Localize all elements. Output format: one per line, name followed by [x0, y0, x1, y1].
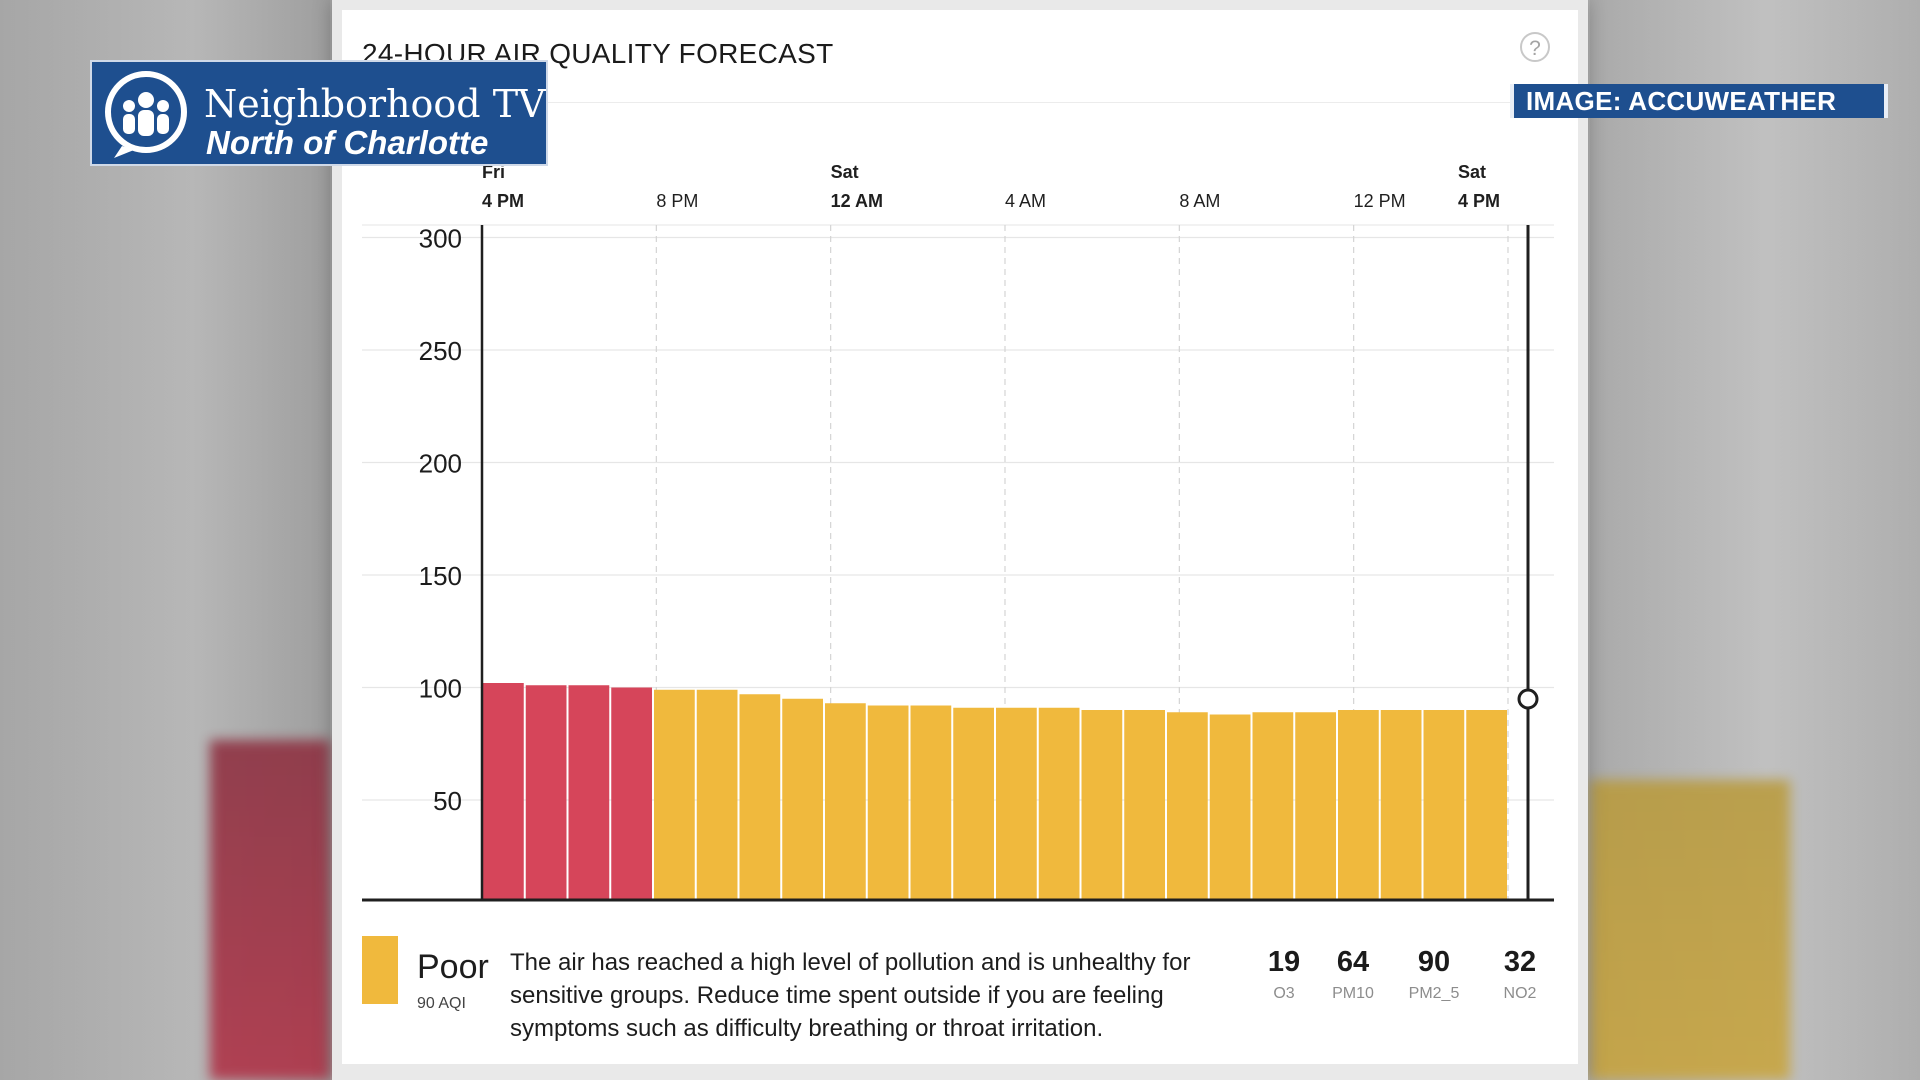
station-logo: Neighborhood TV North of Charlotte: [90, 60, 548, 166]
x-tick-time: 4 PM: [482, 191, 524, 211]
aqi-bar: [910, 705, 952, 900]
y-tick-label: 50: [433, 786, 462, 816]
x-tick-time: 12 PM: [1354, 191, 1406, 211]
aqi-bar: [1124, 710, 1165, 900]
background-blur-yellow: [1590, 780, 1790, 1080]
aqi-bar: [525, 685, 567, 900]
pollutant-name: O3: [1273, 985, 1295, 1002]
aqi-bar: [825, 703, 866, 900]
aqi-bar: [1081, 710, 1123, 900]
aqi-bar: [1038, 707, 1080, 900]
x-tick-time: 8 AM: [1179, 191, 1220, 211]
x-tick-time: 12 AM: [831, 191, 883, 211]
image-credit-text: IMAGE: ACCUWEATHER: [1526, 86, 1837, 116]
x-tick-day: Sat: [1458, 162, 1486, 182]
image-credit: IMAGE: ACCUWEATHER: [1510, 84, 1888, 118]
x-tick-time: 4 PM: [1458, 191, 1500, 211]
aqi-bar: [1295, 712, 1336, 900]
aqi-bar: [782, 698, 823, 900]
pollutant-pm10: 64 PM10: [1323, 946, 1383, 1003]
y-tick-label: 200: [419, 449, 462, 479]
y-tick-label: 250: [419, 336, 462, 366]
y-axis-ticks: 50 100 150 200 250 300: [419, 224, 462, 817]
pollutant-value: 64: [1336, 946, 1370, 978]
aqi-bar: [696, 689, 738, 900]
aqi-bars: [483, 683, 1507, 900]
aqi-bar: [867, 705, 909, 900]
pollutant-value: 19: [1267, 946, 1301, 978]
aqi-value: 90 AQI: [417, 995, 466, 1012]
pollutant-o3: 19 O3: [1257, 946, 1311, 1003]
aqi-bar: [568, 685, 610, 900]
aqi-bar: [1252, 712, 1294, 900]
aqi-bar: [1423, 710, 1465, 900]
pollutant-no2: 32 NO2: [1492, 946, 1548, 1003]
x-tick-time: 8 PM: [656, 191, 698, 211]
aqi-bar: [1466, 710, 1507, 900]
aqi-bar: [1209, 714, 1251, 900]
help-icon[interactable]: ?: [1520, 32, 1550, 62]
current-marker: [1517, 688, 1539, 710]
aqi-bar: [483, 683, 524, 900]
x-tick-day: Sat: [831, 162, 859, 182]
pollutant-name: PM10: [1332, 985, 1374, 1002]
y-tick-label: 150: [419, 561, 462, 591]
logo-title: Neighborhood TV: [204, 82, 546, 126]
current-value-marker: [1517, 688, 1539, 710]
pollutant-name: PM2_5: [1408, 985, 1460, 1002]
x-tick-time: 4 AM: [1005, 191, 1046, 211]
x-axis-ticks: Fri 4 PM 8 PM Sat 12 AM 4 AM 8 AM 12 PM Sat 4 PM: [482, 162, 1500, 211]
air-quality-card: 24-HOUR AIR QUALITY FORECAST ? 50 100 150 2…: [342, 10, 1578, 1064]
aqi-bar: [996, 707, 1037, 900]
aqi-bar-chart: 50 100 150 200 250 300 Fri 4 PM 8 PM Sat 12 AM 4 A…: [362, 162, 1554, 902]
aqi-bar: [654, 689, 695, 900]
aqi-bar: [1167, 712, 1208, 900]
chart-axes: [362, 225, 1554, 902]
aqi-bar: [953, 707, 994, 900]
logo-subtitle: North of Charlotte: [206, 124, 489, 161]
aqi-category: Poor: [417, 948, 489, 986]
aqi-bar: [1338, 710, 1379, 900]
aqi-bar: [1380, 710, 1422, 900]
category-swatch: [362, 936, 398, 1004]
title-divider: [362, 102, 1554, 103]
y-tick-label: 300: [419, 224, 462, 254]
aqi-description: The air has reached a high level of poll…: [510, 949, 1191, 1042]
pollutant-value: 90: [1417, 946, 1451, 978]
community-icon: [105, 71, 187, 158]
background-blur-red: [210, 740, 330, 1080]
x-tick-day: Fri: [482, 162, 505, 182]
pollutant-value: 32: [1503, 946, 1537, 978]
pollutant-name: NO2: [1503, 985, 1537, 1002]
pollutant-pm25: 90 PM2_5: [1398, 946, 1470, 1003]
aqi-bar: [611, 687, 652, 900]
y-tick-label: 100: [419, 674, 462, 704]
aqi-bar: [739, 694, 781, 900]
